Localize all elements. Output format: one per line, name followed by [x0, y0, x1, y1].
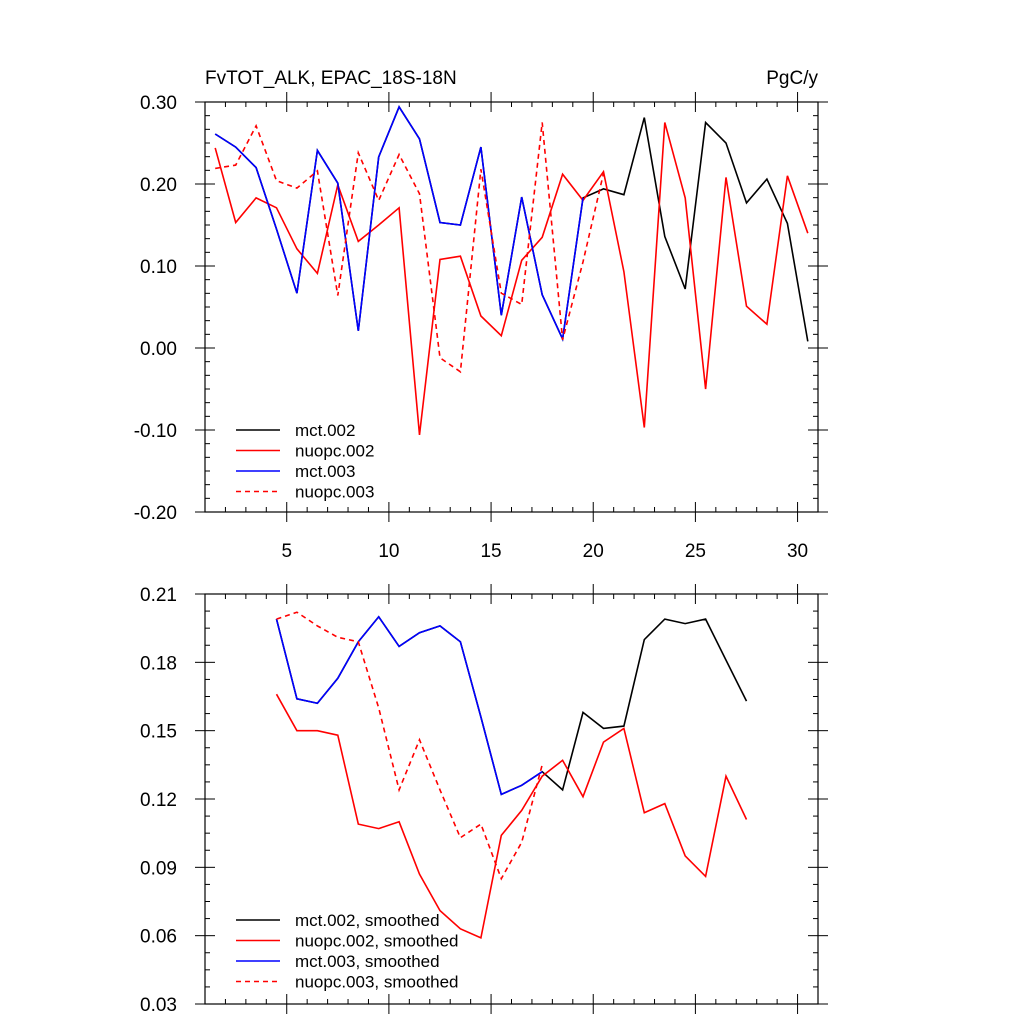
top-chart-units: PgC/y	[766, 68, 818, 89]
bottom-panel: 0.03 0.06 0.09 0.12 0.15 0.18 0.21 mct.002, sm…	[140, 584, 828, 1016]
y-tick-label: 0.20	[140, 175, 177, 196]
series-line-mct-003	[214, 105, 584, 342]
series-line-mct-003-smoothed	[275, 615, 543, 796]
y-tick-label: 0.10	[140, 257, 177, 278]
series-line-nuopc-002	[214, 122, 809, 435]
y-tick-label: 0.03	[140, 995, 177, 1016]
x-tick-label: 15	[480, 541, 501, 562]
legend-label: nuopc.003	[295, 483, 374, 502]
legend-label: nuopc.003, smoothed	[295, 973, 459, 992]
y-tick-label: 0.21	[140, 585, 177, 606]
y-tick-label: 0.15	[140, 722, 177, 743]
x-tick-label: 25	[685, 541, 706, 562]
y-tick-label: 0.06	[140, 927, 177, 948]
series-line-nuopc-003-smoothed	[276, 611, 543, 881]
bottom-legend: mct.002, smoothed nuopc.002, smoothedmct.…	[236, 911, 459, 992]
x-tick-label: 30	[787, 541, 808, 562]
legend-label: mct.002, smoothed	[295, 911, 440, 930]
bottom-axis-ticks: 0.03 0.06 0.09 0.12 0.15 0.18 0.21	[140, 584, 828, 1016]
x-tick-label: 20	[583, 541, 604, 562]
top-chart-title: FvTOT_ALK, EPAC_18S-18N	[205, 68, 457, 89]
series-line-mct-002-smoothed	[275, 615, 748, 796]
series-line-nuopc-002-smoothed	[275, 693, 748, 940]
series-line-mct-002	[214, 105, 809, 342]
legend-label: mct.003	[295, 462, 355, 481]
top-panel: FvTOT_ALK, EPAC_18S-18N PgC/y 5 10 15 20 25 3…	[134, 68, 828, 562]
y-tick-label: -0.10	[134, 421, 177, 442]
x-tick-label: 5	[281, 541, 292, 562]
x-tick-label: 10	[378, 541, 399, 562]
y-tick-label: 0.12	[140, 790, 177, 811]
legend-label: mct.002	[295, 421, 355, 440]
legend-label: nuopc.002	[295, 442, 374, 461]
bottom-series-group	[275, 611, 748, 940]
y-tick-label: 0.09	[140, 858, 177, 879]
y-tick-label: 0.18	[140, 653, 177, 674]
top-series-group	[214, 105, 809, 435]
legend-label: nuopc.002, smoothed	[295, 932, 459, 951]
legend-label: mct.003, smoothed	[295, 952, 440, 971]
series-line-nuopc-003	[215, 122, 605, 374]
y-tick-label: 0.30	[140, 93, 177, 114]
top-axis-ticks: 5 10 15 20 25 30 -0.20 -0.10 0.00 0.10 0.20 0.30	[134, 92, 828, 562]
y-tick-label: 0.00	[140, 339, 177, 360]
y-tick-label: -0.20	[134, 503, 177, 524]
